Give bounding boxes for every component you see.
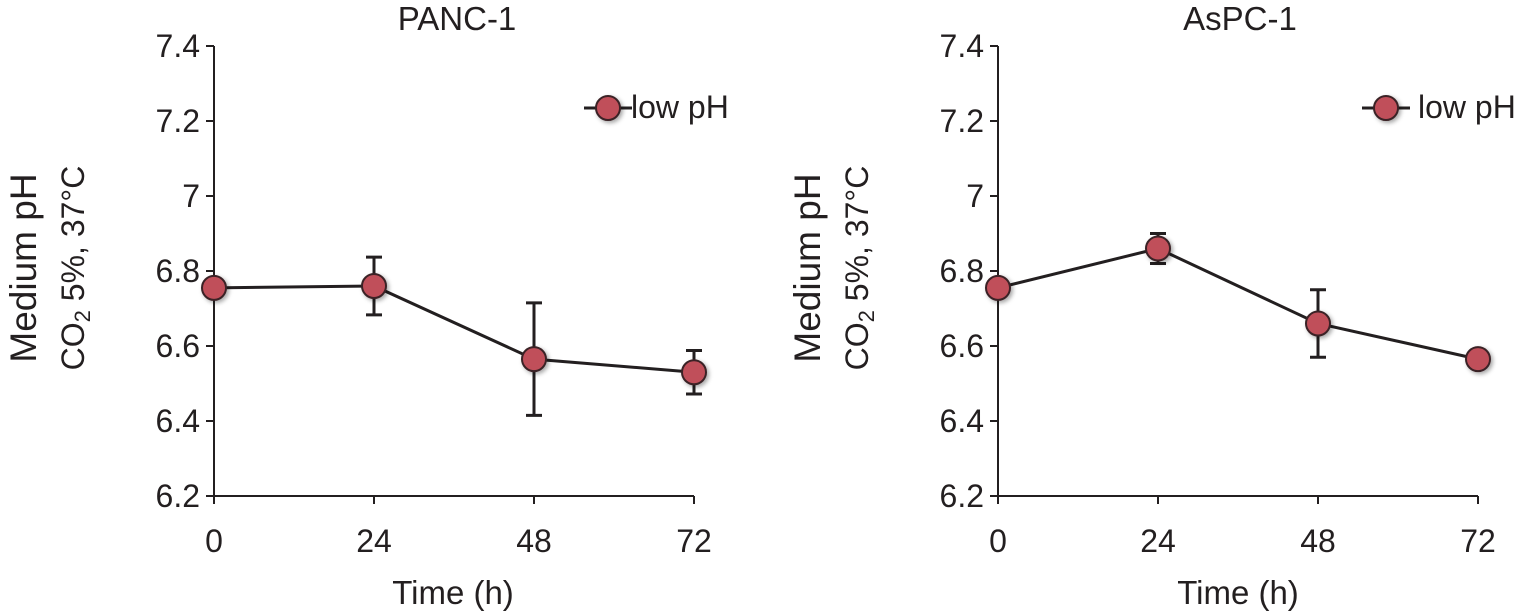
- svg-text:CO2 5%, 37°C: CO2 5%, 37°C: [55, 166, 95, 371]
- y-tick-label: 7.4: [940, 28, 984, 64]
- x-tick-label: 24: [356, 523, 392, 559]
- plot-area: 6.2 6.4 6.6 6.8 7 7.2 7.4 0 24 48 72: [156, 28, 712, 559]
- y-tick-label: 7.2: [156, 103, 200, 139]
- legend-label: low pH: [1418, 89, 1516, 125]
- y-tick-label: 6.8: [156, 253, 200, 289]
- data-point: [1305, 310, 1331, 337]
- y-axis-sublabel: CO2 5%, 37°C: [55, 166, 95, 371]
- y-tick-label: 6.4: [940, 403, 984, 439]
- data-point: [521, 346, 547, 373]
- plot-area: 6.2 6.4 6.6 6.8 7 7.2 7.4 0 24 48 72: [940, 28, 1496, 559]
- y-tick-label: 6.2: [940, 478, 984, 514]
- y-tick-label: 6.8: [940, 253, 984, 289]
- y-tick-label: 7: [966, 178, 984, 214]
- legend-label: low pH: [631, 89, 729, 125]
- series-line: [997, 246, 1479, 361]
- x-tick-label: 24: [1140, 523, 1176, 559]
- x-axis-label: Time (h): [392, 574, 514, 611]
- x-tick-label: 0: [989, 523, 1007, 559]
- chart-title: PANC-1: [398, 0, 517, 37]
- legend-marker: [595, 95, 621, 121]
- data-point: [985, 274, 1011, 301]
- y-axis-label-line1: Medium pH: [3, 173, 44, 362]
- x-axis-label: Time (h): [1177, 574, 1299, 611]
- y-axis-label-line1: Medium pH: [787, 173, 828, 362]
- data-point: [201, 274, 227, 301]
- y-axis-label: Medium pH: [3, 173, 44, 362]
- y-tick-label: 6.6: [156, 328, 200, 364]
- y-tick-label: 6.6: [940, 328, 984, 364]
- data-point: [361, 273, 387, 299]
- y-axis-sublabel-suffix: 5%, 37°C: [55, 166, 91, 310]
- data-point: [1465, 346, 1491, 373]
- chart-aspc1: AsPC-1 Medium pH CO2 5%, 37°C low pH 6.2…: [787, 0, 1516, 611]
- data-point: [1145, 235, 1171, 262]
- x-tick-label: 72: [1460, 523, 1496, 559]
- y-axis-sublabel-sub: 2: [70, 310, 95, 322]
- x-tick-label: 48: [1300, 523, 1336, 559]
- y-tick-label: 7.2: [940, 103, 984, 139]
- data-point: [681, 359, 707, 386]
- chart-title: AsPC-1: [1183, 0, 1297, 37]
- chart-panc1: PANC-1 Medium pH CO2 5%, 37°C low pH 6.2…: [3, 0, 729, 611]
- x-tick-label: 72: [676, 523, 712, 559]
- y-tick-label: 6.4: [156, 403, 200, 439]
- y-axis-sublabel-sub: 2: [854, 310, 879, 322]
- y-axis-label: Medium pH: [787, 173, 828, 362]
- x-tick-label: 48: [516, 523, 552, 559]
- y-axis-sublabel-suffix: 5%, 37°C: [839, 166, 875, 310]
- y-tick-label: 6.2: [156, 478, 200, 514]
- x-tick-label: 0: [205, 523, 223, 559]
- y-tick-label: 7: [182, 178, 200, 214]
- series-line: [213, 284, 695, 374]
- legend-marker: [1373, 95, 1399, 121]
- y-axis-sublabel-prefix: CO: [839, 322, 875, 370]
- y-axis-sublabel: CO2 5%, 37°C: [839, 166, 879, 371]
- y-axis-sublabel-prefix: CO: [55, 322, 91, 370]
- svg-text:CO2 5%, 37°C: CO2 5%, 37°C: [839, 166, 879, 371]
- y-tick-label: 7.4: [156, 28, 200, 64]
